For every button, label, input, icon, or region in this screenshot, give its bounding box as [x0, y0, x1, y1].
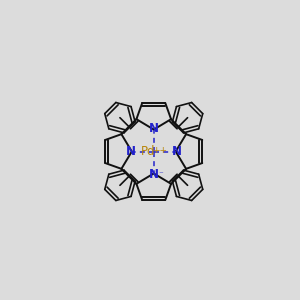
- Text: ++: ++: [152, 146, 167, 154]
- Text: N: N: [149, 168, 159, 181]
- Text: Pd: Pd: [141, 145, 155, 158]
- Text: N: N: [126, 145, 136, 158]
- Text: ⁻: ⁻: [159, 170, 164, 179]
- Text: N: N: [149, 122, 159, 135]
- Text: N: N: [172, 145, 182, 158]
